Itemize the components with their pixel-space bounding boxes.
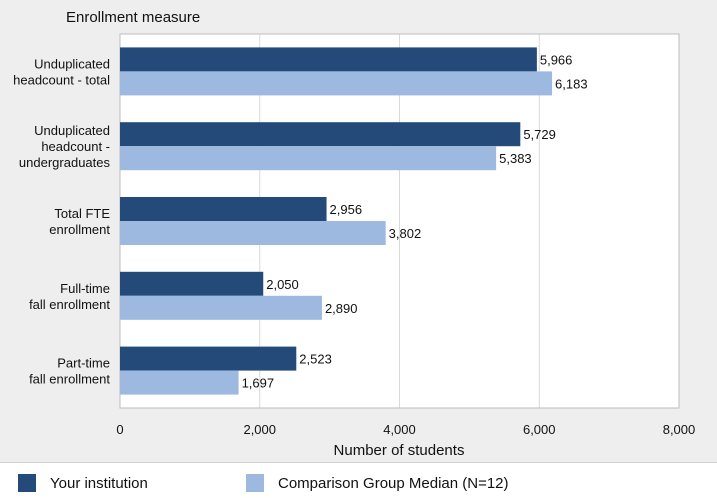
bar-institution (120, 346, 297, 371)
data-label: 5,966 (540, 52, 573, 67)
x-tick-label: 0 (116, 422, 123, 437)
data-label: 5,383 (499, 151, 532, 166)
bar-institution (120, 271, 264, 296)
category-label: undergraduates (19, 155, 111, 170)
x-axis-title: Number of students (334, 442, 465, 459)
legend-swatch-your-institution (18, 474, 36, 492)
legend-item-comparison-median: Comparison Group Median (N=12) (246, 473, 509, 493)
bar-institution (120, 122, 521, 147)
data-label: 2,523 (299, 352, 332, 367)
category-label: Total FTE (54, 206, 110, 221)
data-label: 5,729 (523, 127, 556, 142)
category-label: Part-time (57, 356, 110, 371)
legend-swatch-comparison-median (246, 474, 264, 492)
legend-label-your-institution: Your institution (50, 474, 148, 492)
bar-comparison (120, 370, 239, 395)
bar-comparison (120, 221, 386, 245)
bar-comparison (120, 295, 322, 320)
x-tick-label: 4,000 (383, 422, 416, 437)
legend-label-comparison-median: Comparison Group Median (N=12) (278, 474, 509, 492)
category-label: enrollment (49, 222, 110, 237)
data-label: 2,956 (330, 202, 363, 217)
bar-chart: Enrollment measure 5,966 5,729 2,956 2,050 2,… (13, 9, 696, 459)
legend-item-your-institution: Your institution (18, 473, 148, 493)
data-label: 2,890 (325, 301, 358, 316)
bar-comparison (120, 146, 497, 171)
x-tick-label: 2,000 (243, 422, 276, 437)
chart-area: Enrollment measure 5,966 5,729 2,956 2,050 2,… (0, 0, 717, 462)
category-label: Unduplicated (34, 123, 110, 138)
category-label: headcount - (41, 139, 110, 154)
category-label: headcount - total (13, 72, 110, 87)
bar-comparison (120, 71, 553, 96)
data-label: 1,697 (242, 376, 275, 391)
x-tick-label: 6,000 (523, 422, 556, 437)
category-label: Unduplicated (34, 56, 110, 71)
category-label: fall enrollment (29, 372, 110, 387)
chart-title: Enrollment measure (66, 9, 200, 26)
data-label: 2,050 (266, 277, 299, 292)
bar-institution (120, 47, 537, 72)
x-tick-label: 8,000 (663, 422, 696, 437)
category-label: fall enrollment (29, 297, 110, 312)
category-label: Full-time (60, 281, 110, 296)
data-label: 6,183 (555, 76, 588, 91)
data-label: 3,802 (389, 226, 422, 241)
legend: Your institution Comparison Group Median… (0, 462, 717, 498)
bar-institution (120, 197, 327, 221)
